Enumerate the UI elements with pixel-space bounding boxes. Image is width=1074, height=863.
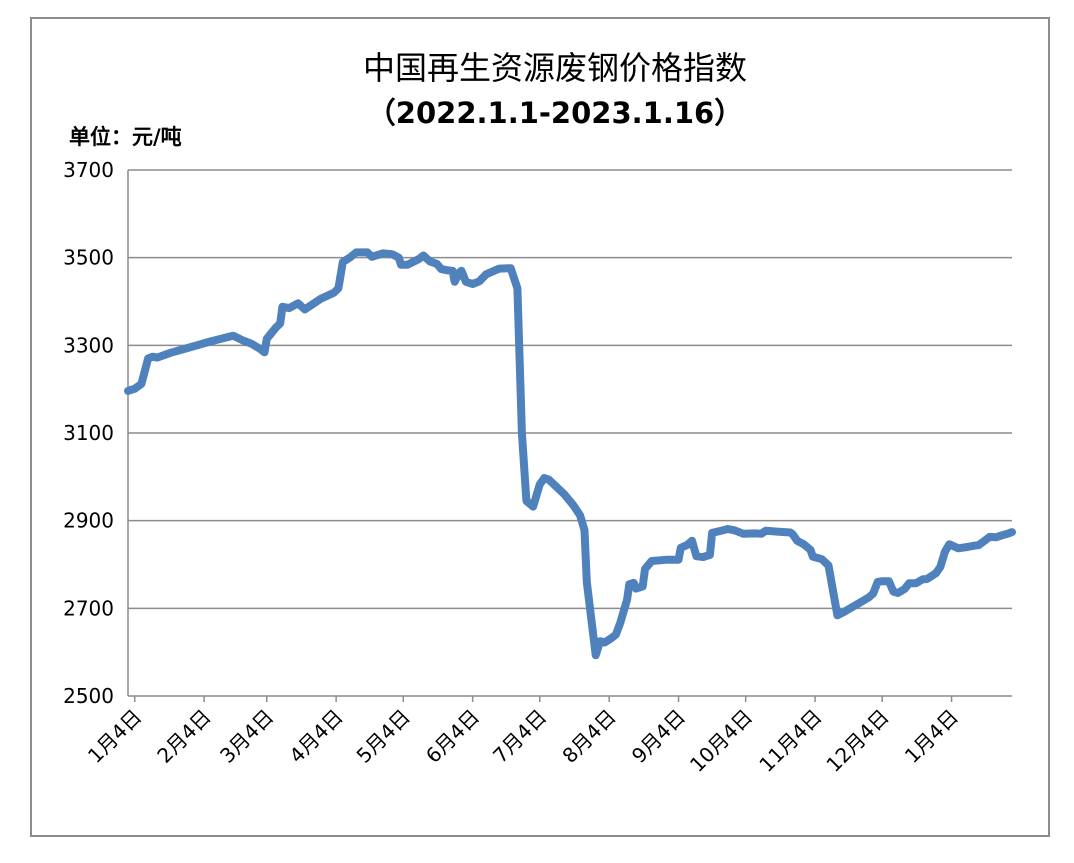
y-tick-label: 2900 (63, 509, 114, 533)
y-tick-label: 3700 (63, 158, 114, 182)
x-tick-label: 1月4日 (83, 705, 146, 768)
x-tick-label: 2月4日 (152, 705, 215, 768)
x-tick-label: 7月4日 (488, 705, 551, 768)
y-tick-label: 2500 (63, 684, 114, 708)
x-tick-label: 9月4日 (627, 705, 690, 768)
x-tick-labels: 1月4日 2月4日 3月4日 4月4日 5月4日 6月4日 7月4日 8月4日 9月4日10月4… (83, 696, 963, 777)
x-tick-label: 1月4日 (900, 705, 963, 768)
x-tick-label: 5月4日 (352, 705, 415, 768)
chart-frame: 中国再生资源废钢价格指数 （2022.1.1-2023.1.16） 单位：元/吨… (30, 17, 1050, 837)
x-tick-label: 6月4日 (421, 705, 484, 768)
y-tick-label: 3500 (63, 246, 114, 270)
chart-subtitle: （2022.1.1-2023.1.16） (367, 96, 743, 130)
y-tick-label: 2700 (63, 596, 114, 620)
y-tick-labels: 2500 2700 2900 3100 3300 3500 3700 (63, 158, 114, 708)
y-tick-label: 3300 (63, 333, 114, 357)
x-tick-label: 12月4日 (821, 705, 893, 777)
x-tick-label: 8月4日 (557, 705, 620, 768)
x-tick-label: 10月4日 (685, 705, 757, 777)
x-tick-label: 3月4日 (215, 705, 278, 768)
y-axis-unit-label: 单位：元/吨 (69, 125, 182, 149)
x-tick-label: 4月4日 (284, 705, 347, 768)
chart-canvas: 中国再生资源废钢价格指数 （2022.1.1-2023.1.16） 单位：元/吨… (63, 49, 1016, 777)
y-tick-label: 3100 (63, 421, 114, 445)
chart-title: 中国再生资源废钢价格指数 (363, 49, 747, 87)
series-line (124, 248, 1016, 660)
grid-lines (127, 169, 1012, 697)
x-tick-label: 11月4日 (754, 705, 826, 777)
